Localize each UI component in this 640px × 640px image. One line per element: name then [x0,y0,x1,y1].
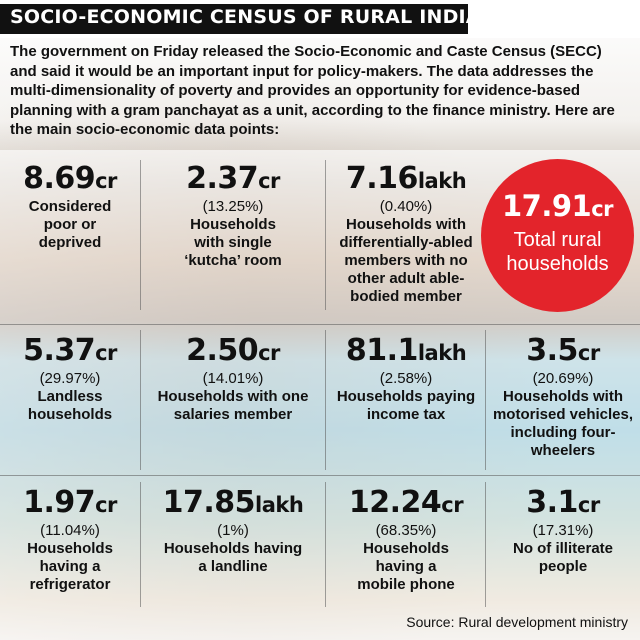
stat-motorised-vehicles: 3.5cr (20.69%) Households with motorised… [489,334,637,460]
stat-unit: cr [577,341,600,365]
stat-value: 81.1 [345,333,419,368]
stat-income-tax: 81.1lakh (2.58%) Households paying incom… [330,334,482,424]
stat-value: 17.91 [501,189,592,223]
page-title: SOCIO-ECONOMIC CENSUS OF RURAL INDIA [10,6,481,28]
grid-divider [140,482,141,607]
stat-percent: (2.58%) [379,370,433,387]
stat-percent: (1%) [217,522,249,539]
stat-percent: (11.04%) [40,522,100,539]
stat-value: 3.5 [526,333,578,368]
title-bar [0,4,468,34]
stat-illiterate: 3.1cr (17.31%) No of illiterate people [489,486,637,576]
stat-unit: lakh [417,169,467,193]
stat-value: 5.37 [23,333,96,368]
stat-value: 7.16 [345,161,419,196]
stat-description: No of illiterate people [512,540,613,575]
stat-value: 2.37 [186,161,259,196]
stat-unit: cr [577,493,600,517]
stat-value: 12.24 [348,485,442,520]
stat-description: Households paying income tax [336,388,476,423]
stat-description: Households having a landline [163,540,303,575]
stat-value: 17.85 [162,485,256,520]
stat-value: 1.97 [23,485,96,520]
grid-divider [325,160,326,310]
stat-refrigerator: 1.97cr (11.04%) Households having a refr… [6,486,134,594]
stat-description: Landless households [27,388,113,423]
grid-divider [0,475,640,476]
stat-unit: cr [591,197,614,221]
stat-percent: (17.31%) [532,522,594,539]
grid-divider [325,482,326,607]
stat-unit: cr [258,169,280,193]
stat-description: Households with one salaries member [157,388,309,423]
grid-divider [485,482,486,607]
stat-unit: cr [258,341,280,365]
stat-value: 3.1 [526,485,578,520]
stat-value: 2.50 [186,333,259,368]
stat-landless: 5.37cr (29.97%) Landless households [6,334,134,424]
stat-landline: 17.85lakh (1%) Households having a landl… [146,486,320,576]
stat-percent: (13.25%) [202,198,264,215]
stat-description: Households with differentially-abled mem… [339,216,473,305]
stat-percent: (14.01%) [202,370,264,387]
stat-percent: (0.40%) [379,198,433,215]
stat-description: Considered poor or deprived [28,198,112,251]
stat-unit: lakh [417,341,467,365]
stat-description: Households with single ‘kutcha’ room [184,216,282,269]
stat-description: Households having a refrigerator [27,540,113,593]
source-credit: Source: Rural development ministry [406,614,628,630]
stat-description: Total rural households [506,229,609,275]
stat-unit: lakh [255,493,304,517]
stat-unit: cr [95,341,117,365]
grid-divider [0,324,640,325]
stat-differently-abled: 7.16lakh (0.40%) Households with differe… [330,162,482,306]
grid-divider [325,330,326,470]
total-households-badge: 17.91cr Total rural households [481,159,634,312]
intro-paragraph: The government on Friday released the So… [10,43,615,138]
stat-salaried-member: 2.50cr (14.01%) Households with one sala… [146,334,320,424]
stat-percent: (29.97%) [39,370,101,387]
title-banner: SOCIO-ECONOMIC CENSUS OF RURAL INDIA [0,0,640,38]
stat-poor-deprived: 8.69cr Considered poor or deprived [6,162,134,252]
stat-description: Households having a mobile phone [357,540,455,593]
stat-percent: (68.35%) [375,522,437,539]
stat-unit: cr [95,169,117,193]
stat-value: 8.69 [23,161,96,196]
stat-percent: (20.69%) [532,370,594,387]
stat-unit: cr [441,493,464,517]
stat-single-kutcha-room: 2.37cr (13.25%) Households with single ‘… [148,162,318,270]
grid-divider [140,330,141,470]
grid-divider [140,160,141,310]
grid-divider [485,330,486,470]
stat-mobile-phone: 12.24cr (68.35%) Households having a mob… [330,486,482,594]
stat-description: Households with motorised vehicles, incl… [492,388,634,459]
stat-unit: cr [95,493,117,517]
